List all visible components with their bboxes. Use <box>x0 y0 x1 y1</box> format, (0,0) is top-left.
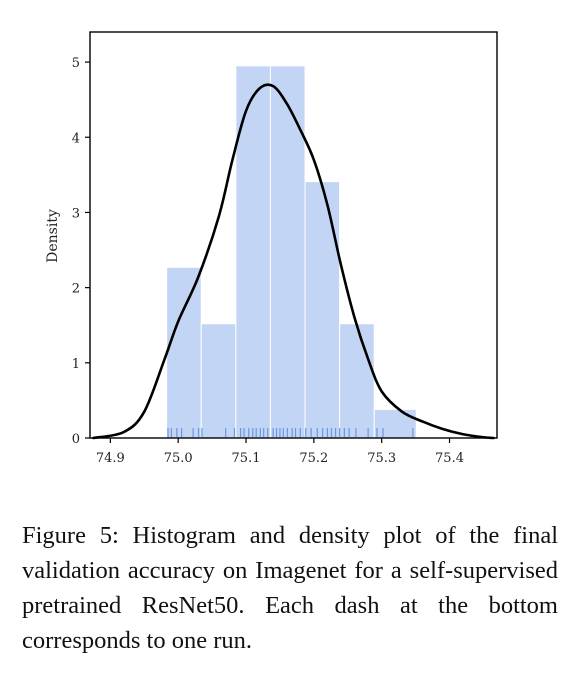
density-curve <box>92 83 495 440</box>
plot-frame <box>89 31 498 439</box>
rug-marks <box>167 428 414 437</box>
x-tick-label: 75.4 <box>435 451 464 466</box>
x-tick-label: 75.1 <box>232 451 261 466</box>
histogram-bars <box>166 65 417 439</box>
histogram-bar <box>200 323 237 439</box>
histogram-bar <box>166 266 202 439</box>
histogram-bar <box>304 181 341 439</box>
histogram-bar <box>269 65 306 439</box>
x-tick-label: 75.2 <box>299 451 328 466</box>
x-tick-label: 75.0 <box>164 451 193 466</box>
y-tick-label: 1 <box>72 357 80 372</box>
histogram-bar <box>339 323 375 439</box>
y-tick-label: 2 <box>72 282 80 297</box>
axes: 74.9 75.0 75.1 75.2 75.3 75.4 0 1 2 3 4 5 <box>72 31 498 466</box>
histogram-bar <box>373 408 417 439</box>
figure-caption: Figure 5: Histogram and density plot of … <box>22 522 558 654</box>
y-tick-label: 4 <box>72 131 80 146</box>
y-tick-label: 3 <box>72 206 80 221</box>
x-tick-label: 74.9 <box>96 451 125 466</box>
density-curve-layer <box>92 83 495 440</box>
y-tick-label: 0 <box>72 432 80 447</box>
x-tick-label: 75.3 <box>367 451 396 466</box>
histogram-bar <box>235 65 271 439</box>
y-tick-label: 5 <box>72 56 80 71</box>
histogram-density-chart: 74.9 75.0 75.1 75.2 75.3 75.4 0 1 2 3 4 5 Density <box>45 31 498 466</box>
y-axis-label: Density <box>45 209 61 263</box>
